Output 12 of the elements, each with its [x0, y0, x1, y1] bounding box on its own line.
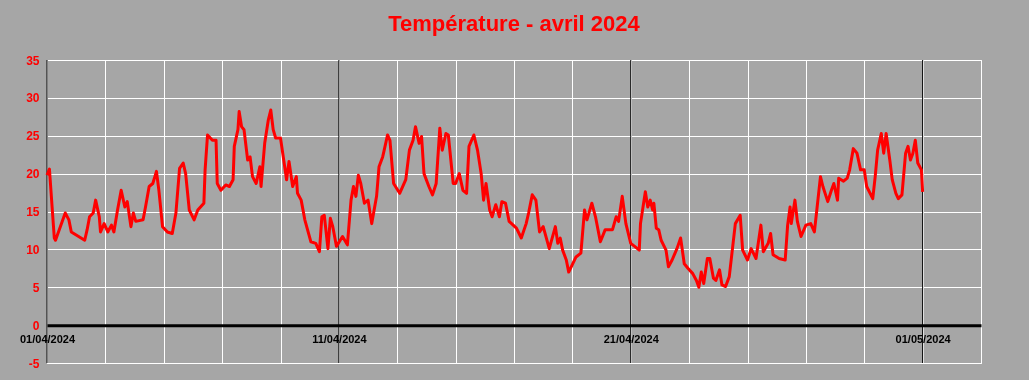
chart-title: Température - avril 2024: [388, 11, 641, 36]
y-tick-label: 10: [26, 242, 40, 257]
y-tick-label: 20: [26, 167, 40, 182]
y-tick-label: 35: [26, 53, 40, 68]
y-tick-label: 0: [32, 318, 40, 333]
y-tick-label: 30: [26, 91, 40, 106]
y-tick-label: 5: [32, 280, 40, 295]
line-series: [45, 108, 925, 289]
y-tick-label: 15: [26, 205, 40, 219]
x-tick-label: 01/04/2024: [19, 332, 76, 345]
y-tick-label: -5: [28, 356, 40, 371]
y-tick-label: 25: [26, 129, 40, 144]
